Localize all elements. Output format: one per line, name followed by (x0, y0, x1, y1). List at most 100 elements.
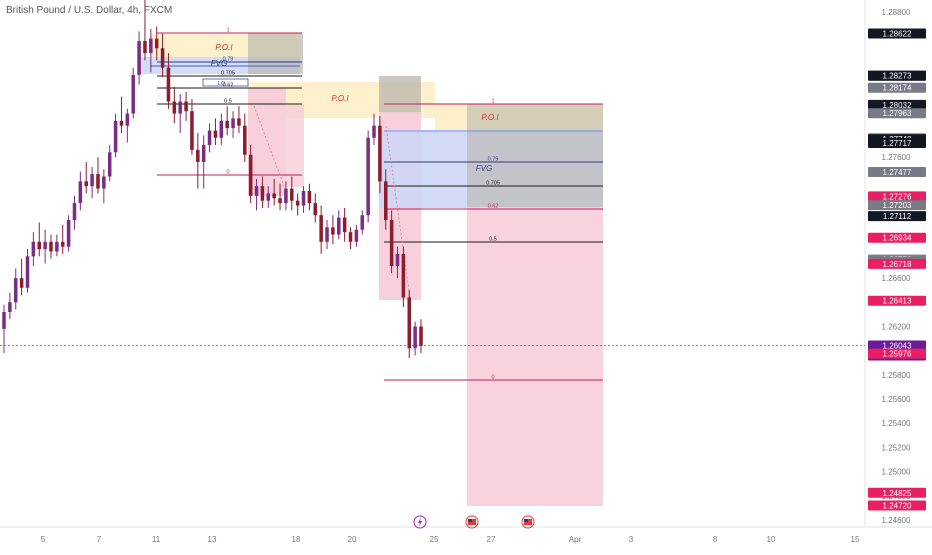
candle (248, 145, 253, 204)
candle (413, 321, 417, 356)
candle-body (178, 101, 182, 114)
candle-body (213, 130, 218, 138)
fib-705-line-a-label: 0.705 (221, 71, 235, 77)
candle-body (231, 118, 235, 129)
candle (196, 132, 200, 189)
price-level-tag: 1.26718 (868, 258, 926, 269)
fvg-label-2: FVG (476, 164, 492, 173)
price-level-tag: 1.24825 (868, 487, 926, 498)
price-level-tag: 1.28032 (868, 99, 926, 110)
fib-5-line-b-label: 0.5 (489, 237, 497, 243)
candle-body (260, 186, 265, 201)
candle (213, 118, 218, 146)
candle (201, 135, 206, 189)
candle-body (31, 241, 36, 257)
candle (290, 176, 294, 211)
price-level-tag-text: 1.28174 (883, 84, 912, 93)
candle (313, 193, 318, 223)
candle-body (49, 241, 53, 252)
candle (401, 246, 406, 308)
fib-0-line-a-label: 0 (226, 170, 229, 176)
candle-body (8, 302, 12, 312)
price-level-tag-text: 1.28032 (883, 101, 912, 110)
candle (125, 108, 130, 143)
candle (72, 195, 77, 230)
candle-body (366, 137, 370, 216)
fib-62-line-a-label: 0.62 (223, 83, 234, 89)
candle (190, 99, 194, 155)
candle-body (389, 220, 394, 266)
price-tick-label: 1.25200 (882, 443, 911, 452)
candle-body (13, 278, 18, 303)
time-tick-label: 11 (152, 535, 161, 544)
candle (225, 106, 229, 136)
candle-body (290, 188, 294, 201)
candle (2, 304, 6, 354)
candle-body (313, 203, 318, 216)
price-level-tag: 1.27112 (868, 211, 926, 222)
candle (149, 28, 153, 73)
price-level-tag-bg (868, 137, 926, 148)
candle-body (325, 227, 329, 242)
price-level-tag-bg (868, 487, 926, 498)
candle (243, 113, 247, 162)
candle-body (143, 41, 147, 54)
candle-body (131, 74, 135, 114)
price-level-tag-bg (868, 211, 926, 222)
candle (378, 116, 382, 194)
candle-body (55, 241, 59, 252)
candle (131, 67, 135, 119)
time-tick-label: 25 (430, 535, 439, 544)
us-flag-icon-canton (468, 519, 472, 522)
fvg-label-1: FVG (211, 59, 227, 68)
time-tick-label: 20 (348, 535, 357, 544)
poi-label-2: P.O.I (331, 94, 349, 103)
candle (90, 166, 94, 199)
fib-1-line-a-label: 1 (226, 28, 229, 34)
candle (307, 183, 312, 211)
price-tick-label: 1.24600 (882, 516, 911, 525)
candle-body (137, 41, 141, 75)
candle (372, 113, 376, 146)
us-flag-icon (465, 515, 479, 529)
price-level-tag-bg (868, 167, 926, 178)
fib-5-line-a-label: 0.5 (224, 99, 232, 105)
candle-body (254, 186, 259, 196)
candle (96, 157, 100, 194)
price-level-tag: 1.27477 (868, 167, 926, 178)
candle (295, 193, 300, 216)
candle-body (72, 203, 77, 221)
candle-body (413, 326, 417, 349)
target-zone (467, 207, 603, 506)
price-level-tag-text: 1.25976 (883, 350, 912, 359)
candle (319, 205, 323, 254)
candle-body (60, 241, 65, 247)
candle (172, 86, 177, 124)
time-tick-label: 18 (292, 535, 301, 544)
price-level-tag-bg (868, 99, 926, 110)
candle-body (125, 113, 130, 126)
candle-body (237, 118, 241, 126)
candle-body (319, 215, 323, 242)
candle-body (154, 38, 159, 49)
price-level-tag-bg (868, 28, 926, 39)
price-tick-label: 1.27600 (882, 153, 911, 162)
candle (419, 319, 423, 354)
candle-body (295, 200, 300, 206)
time-tick-label: 5 (41, 535, 46, 544)
price-level-tag-bg (868, 200, 926, 211)
price-tick-label: 1.25400 (882, 419, 911, 428)
candle (113, 113, 118, 158)
candle (389, 210, 394, 274)
candle (284, 181, 288, 211)
price-level-tag-text: 1.26043 (883, 341, 912, 350)
candle (348, 227, 353, 250)
candle-body (337, 217, 341, 235)
candle-body (78, 181, 83, 204)
candle (78, 171, 83, 211)
price-level-tag: 1.25976 (868, 348, 926, 359)
price-level-tag: 1.26413 (868, 295, 926, 306)
candle-body (284, 188, 288, 204)
